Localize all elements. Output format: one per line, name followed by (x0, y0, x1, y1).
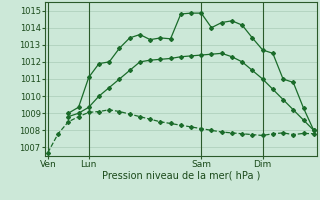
X-axis label: Pression niveau de la mer( hPa ): Pression niveau de la mer( hPa ) (102, 171, 260, 181)
